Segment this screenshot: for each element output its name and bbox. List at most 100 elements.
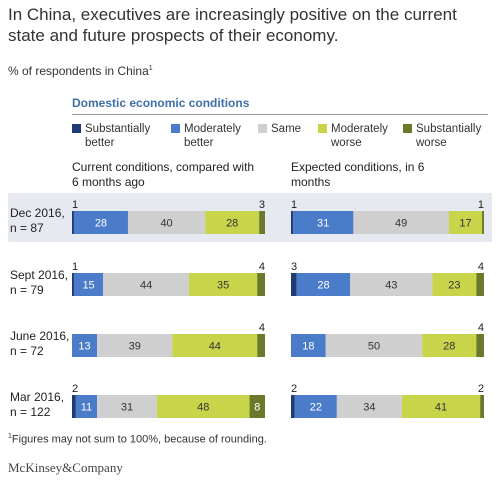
data-label-current-row2-substantially-better: 1 — [72, 261, 78, 273]
data-label-current-row2-same: 44 — [140, 280, 152, 292]
data-label-current-row4-substantially-better: 2 — [72, 383, 78, 395]
bar-segment-current-row2-moderately-worse — [188, 273, 258, 296]
bar-segment-expected-row4-substantially-worse — [480, 395, 484, 418]
data-label-current-row3-same: 39 — [129, 341, 141, 353]
legend-swatch — [258, 124, 267, 133]
bar-segment-expected-row2-same — [350, 273, 433, 296]
chart-subtitle: % of respondents in China1 — [8, 64, 153, 78]
bar-segment-current-row4-moderately-worse — [156, 395, 250, 418]
bar-segment-expected-row4-substantially-better — [291, 395, 295, 418]
bar-segment-current-row4-moderately-better — [75, 395, 98, 418]
legend-swatch — [72, 124, 81, 133]
data-label-expected-row4-moderately-better: 22 — [310, 402, 322, 414]
bar-segment-current-row4-substantially-better — [72, 395, 76, 418]
bar-segment-expected-row3-moderately-worse — [422, 334, 477, 357]
mckinsey-logo: McKinsey&Company — [8, 460, 123, 475]
subtitle-text: % of respondents in China — [8, 64, 149, 78]
data-label-expected-row4-same: 34 — [363, 402, 375, 414]
bar-segment-expected-row1-substantially-worse — [482, 211, 484, 234]
bar-segment-expected-row2-moderately-better — [296, 273, 351, 296]
data-label-expected-row1-substantially-worse: 1 — [478, 199, 484, 211]
legend-swatch — [171, 124, 180, 133]
bar-segment-expected-row3-substantially-worse — [476, 334, 484, 357]
bar-segment-expected-row3-moderately-better — [291, 334, 326, 357]
data-label-current-row1-moderately-better: 28 — [95, 218, 107, 230]
data-label-expected-row2-substantially-better: 3 — [291, 261, 297, 273]
bar-segment-expected-row2-substantially-better — [291, 273, 297, 296]
data-label-expected-row2-moderately-worse: 23 — [448, 280, 460, 292]
subtitle-footnote-marker: 1 — [148, 65, 153, 72]
data-label-current-row1-same: 40 — [160, 218, 172, 230]
row-label-sept-2016: Sept 2016, n = 79 — [10, 268, 69, 297]
footnote-marker: 1 — [8, 433, 12, 440]
bar-segment-current-row3-moderately-worse — [172, 334, 258, 357]
legend-item-substantially-better: Substantially better — [72, 122, 156, 150]
data-label-current-row1-substantially-better: 1 — [72, 199, 78, 211]
bar-segment-current-row1-moderately-better — [73, 211, 128, 234]
bar-segment-current-row2-same — [103, 273, 189, 296]
bar-segment-current-row3-moderately-better — [72, 334, 98, 357]
bar-segment-expected-row1-same — [353, 211, 449, 234]
footnote-text: Figures may not sum to 100%, because of … — [11, 433, 267, 446]
bar-segment-expected-row2-moderately-worse — [432, 273, 477, 296]
legend-item-substantially-worse: Substantially worse — [403, 122, 495, 150]
data-label-expected-row4-substantially-better: 2 — [291, 383, 297, 395]
bar-segment-current-row1-substantially-better — [72, 211, 74, 234]
legend-label: Substantially better — [85, 123, 151, 149]
legend-swatch — [403, 124, 412, 133]
bar-segment-expected-row1-moderately-better — [292, 211, 354, 234]
bar-segment-expected-row4-moderately-worse — [401, 395, 481, 418]
bar-segment-expected-row4-moderately-better — [294, 395, 337, 418]
bar-segment-current-row2-moderately-better — [73, 273, 104, 296]
data-label-expected-row3-same: 50 — [368, 341, 380, 353]
data-label-current-row3-substantially-worse: 4 — [259, 322, 265, 334]
data-label-current-row4-same: 31 — [121, 402, 133, 414]
row-label-mar-2016: Mar 2016, n = 122 — [10, 390, 65, 419]
data-label-expected-row3-moderately-better: 18 — [302, 341, 314, 353]
bar-segment-current-row1-moderately-worse — [205, 211, 260, 234]
bar-segment-expected-row1-moderately-worse — [448, 211, 483, 234]
legend-swatch — [318, 124, 327, 133]
bar-segment-expected-row3-same — [325, 334, 423, 357]
legend-label: Substantially worse — [416, 123, 482, 149]
data-label-current-row4-moderately-better: 11 — [81, 402, 92, 414]
legend-item-moderately-worse: Moderately worse — [318, 122, 402, 150]
panel-heading-expected: Expected conditions, in 6 months — [291, 160, 425, 189]
bar-segment-current-row2-substantially-better — [72, 273, 74, 296]
data-label-expected-row3-moderately-worse: 28 — [443, 341, 455, 353]
data-label-expected-row3-substantially-worse: 4 — [478, 322, 484, 334]
bar-segment-expected-row4-same — [336, 395, 402, 418]
bar-segment-current-row4-same — [97, 395, 157, 418]
legend-divider — [72, 114, 488, 115]
data-label-expected-row4-substantially-worse: 2 — [478, 383, 484, 395]
data-label-current-row2-substantially-worse: 4 — [259, 261, 265, 273]
bar-segment-current-row3-substantially-worse — [257, 334, 265, 357]
data-label-expected-row2-substantially-worse: 4 — [478, 261, 484, 273]
row-label-dec-2016: Dec 2016, n = 87 — [10, 206, 65, 235]
bar-segment-current-row2-substantially-worse — [257, 273, 265, 296]
legend-item-moderately-better: Moderately better — [171, 122, 255, 150]
data-label-expected-row1-moderately-worse: 17 — [459, 218, 471, 230]
data-label-current-row2-moderately-better: 15 — [82, 280, 94, 292]
bar-segment-expected-row1-substantially-better — [291, 211, 293, 234]
data-label-current-row3-moderately-worse: 44 — [209, 341, 221, 353]
bar-segment-current-row1-same — [127, 211, 206, 234]
legend-label: Moderately worse — [331, 123, 388, 149]
chart-title: In China, executives are increasingly po… — [8, 5, 457, 45]
bar-segment-current-row1-substantially-worse — [259, 211, 265, 234]
data-label-expected-row1-substantially-better: 1 — [291, 199, 297, 211]
data-label-expected-row2-moderately-better: 28 — [317, 280, 329, 292]
data-label-current-row1-substantially-worse: 3 — [259, 199, 265, 211]
data-label-current-row1-moderately-worse: 28 — [226, 218, 238, 230]
legend-item-same: Same — [258, 122, 318, 136]
legend-title: Domestic economic conditions — [72, 96, 250, 110]
bar-segment-expected-row2-substantially-worse — [476, 273, 484, 296]
panel-heading-current: Current conditions, compared with 6 mont… — [72, 160, 255, 189]
data-label-expected-row1-same: 49 — [395, 218, 407, 230]
data-label-expected-row4-moderately-worse: 41 — [435, 402, 447, 414]
footnote: 1Figures may not sum to 100%, because of… — [8, 433, 267, 446]
data-label-current-row3-moderately-better: 13 — [78, 341, 90, 353]
row-label-june-2016: June 2016, n = 72 — [10, 329, 70, 358]
bar-segment-current-row4-substantially-worse — [249, 395, 265, 418]
